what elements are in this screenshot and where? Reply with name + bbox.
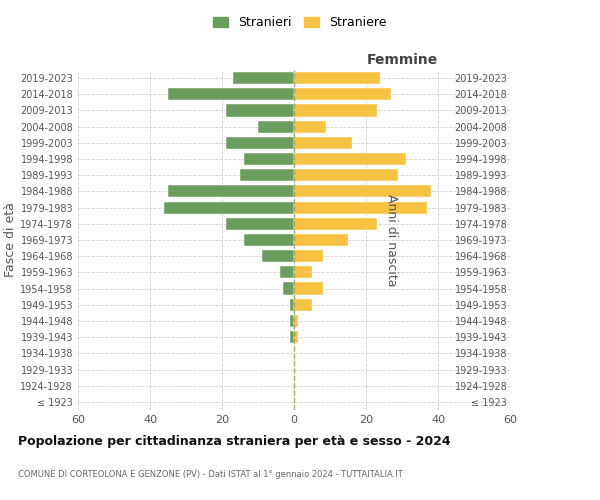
- Bar: [262, 250, 294, 262]
- Bar: [294, 250, 323, 262]
- Bar: [164, 202, 294, 213]
- Bar: [290, 331, 294, 343]
- Y-axis label: Anni di nascita: Anni di nascita: [385, 194, 398, 286]
- Bar: [294, 218, 377, 230]
- Bar: [294, 282, 323, 294]
- Bar: [258, 120, 294, 132]
- Bar: [294, 72, 380, 84]
- Bar: [294, 186, 431, 198]
- Bar: [294, 331, 298, 343]
- Bar: [294, 298, 312, 311]
- Bar: [240, 169, 294, 181]
- Text: COMUNE DI CORTEOLONA E GENZONE (PV) - Dati ISTAT al 1° gennaio 2024 - TUTTAITALI: COMUNE DI CORTEOLONA E GENZONE (PV) - Da…: [18, 470, 403, 479]
- Bar: [294, 234, 348, 246]
- Bar: [294, 137, 352, 149]
- Bar: [290, 298, 294, 311]
- Bar: [226, 104, 294, 117]
- Bar: [294, 104, 377, 117]
- Bar: [294, 202, 427, 213]
- Bar: [168, 88, 294, 101]
- Bar: [244, 153, 294, 165]
- Bar: [233, 72, 294, 84]
- Bar: [294, 120, 326, 132]
- Bar: [294, 88, 391, 101]
- Bar: [294, 266, 312, 278]
- Text: Femmine: Femmine: [367, 52, 437, 66]
- Bar: [283, 282, 294, 294]
- Bar: [290, 315, 294, 327]
- Text: Popolazione per cittadinanza straniera per età e sesso - 2024: Popolazione per cittadinanza straniera p…: [18, 435, 451, 448]
- Y-axis label: Fasce di età: Fasce di età: [4, 202, 17, 278]
- Bar: [226, 218, 294, 230]
- Bar: [168, 186, 294, 198]
- Bar: [294, 169, 398, 181]
- Bar: [294, 315, 298, 327]
- Bar: [244, 234, 294, 246]
- Bar: [280, 266, 294, 278]
- Legend: Stranieri, Straniere: Stranieri, Straniere: [208, 11, 392, 34]
- Bar: [226, 137, 294, 149]
- Bar: [294, 153, 406, 165]
